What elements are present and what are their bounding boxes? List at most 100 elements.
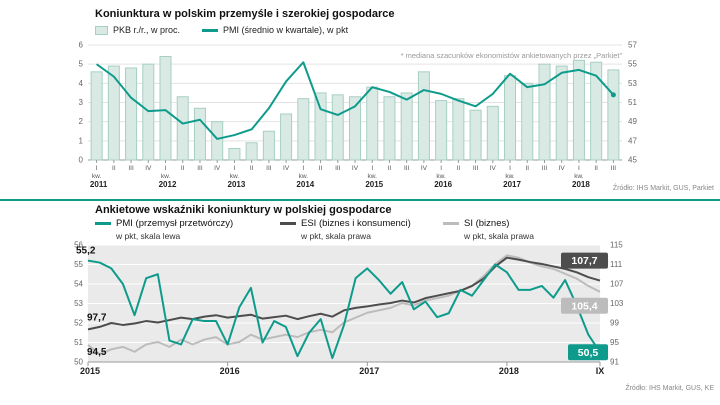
svg-text:I: I — [578, 165, 580, 172]
svg-text:52: 52 — [74, 319, 83, 328]
svg-text:III: III — [197, 165, 203, 172]
svg-text:2: 2 — [79, 117, 84, 126]
svg-text:IV: IV — [559, 165, 566, 172]
si-legend-label: SI (biznes) — [464, 218, 510, 229]
svg-text:III: III — [335, 165, 341, 172]
si-legend-sub: w pkt, skala prawa — [464, 231, 534, 241]
esi-legend-label: ESI (biznes i konsumenci) — [301, 218, 411, 229]
svg-text:6: 6 — [79, 41, 84, 50]
svg-text:55: 55 — [628, 60, 637, 69]
sentiment-indicators-chart-canvas: 50 51 52 53 54 55 56 91 95 99 103 107 111 115 2015 2016… — [74, 241, 624, 377]
si-legend-item: SI (biznes) w pkt, skala prawa — [443, 218, 534, 241]
svg-text:45: 45 — [628, 156, 637, 165]
svg-text:kw.: kw. — [505, 173, 515, 180]
svg-text:III: III — [611, 165, 617, 172]
svg-text:4: 4 — [79, 79, 84, 88]
svg-text:IV: IV — [352, 165, 359, 172]
svg-text:2017: 2017 — [359, 366, 379, 376]
pmi-line-swatch-icon — [202, 28, 219, 32]
svg-text:95: 95 — [610, 338, 619, 347]
svg-text:53: 53 — [74, 299, 83, 308]
bottom-chart-source: Źródło: IHS Markit, GUS, KE — [625, 385, 714, 392]
svg-text:III: III — [404, 165, 410, 172]
svg-text:II: II — [181, 165, 185, 172]
gdp-legend-item: PKB r./r., w proc. — [95, 25, 180, 35]
gdp-legend-label: PKB r./r., w proc. — [113, 25, 181, 35]
si-line-swatch-icon — [443, 222, 459, 225]
svg-text:55,2: 55,2 — [76, 246, 96, 257]
pmi-legend-item: PMI (średnio w kwartale), w pkt — [202, 25, 348, 35]
svg-text:99: 99 — [610, 319, 619, 328]
svg-text:II: II — [525, 165, 529, 172]
svg-text:3: 3 — [79, 98, 84, 107]
svg-text:47: 47 — [628, 136, 637, 145]
svg-text:I: I — [302, 165, 304, 172]
svg-text:56: 56 — [74, 241, 83, 250]
svg-text:2015: 2015 — [365, 180, 383, 189]
svg-text:kw.: kw. — [299, 173, 309, 180]
svg-text:2016: 2016 — [434, 180, 452, 189]
svg-text:57: 57 — [628, 41, 637, 50]
svg-text:94,5: 94,5 — [87, 347, 107, 358]
svg-text:kw.: kw. — [92, 173, 102, 180]
svg-text:50: 50 — [74, 358, 83, 367]
svg-text:II: II — [250, 165, 254, 172]
pmi-bottom-legend-label: PMI (przemysł przetwórczy) — [116, 218, 234, 229]
svg-text:IX: IX — [596, 366, 605, 376]
svg-text:kw.: kw. — [436, 173, 446, 180]
svg-text:2018: 2018 — [499, 366, 519, 376]
svg-text:III: III — [542, 165, 548, 172]
pmi-bottom-legend-item: PMI (przemysł przetwórczy) w pkt, skala … — [95, 218, 233, 241]
svg-text:2014: 2014 — [296, 180, 314, 189]
esi-line-swatch-icon — [280, 222, 296, 225]
svg-text:I: I — [234, 165, 236, 172]
svg-text:I: I — [371, 165, 373, 172]
svg-text:kw.: kw. — [230, 173, 240, 180]
svg-text:105,4: 105,4 — [571, 300, 597, 312]
svg-text:2017: 2017 — [503, 180, 521, 189]
top-chart-legend: PKB r./r., w proc. PMI (średnio w kwarta… — [95, 25, 348, 35]
svg-text:IV: IV — [214, 165, 221, 172]
svg-text:II: II — [388, 165, 392, 172]
svg-text:IV: IV — [145, 165, 152, 172]
svg-text:5: 5 — [79, 60, 84, 69]
svg-text:0: 0 — [79, 156, 84, 165]
svg-text:II: II — [457, 165, 461, 172]
svg-text:53: 53 — [628, 79, 637, 88]
svg-text:107: 107 — [610, 280, 624, 289]
svg-text:IV: IV — [283, 165, 290, 172]
section-divider — [0, 199, 720, 201]
svg-text:115: 115 — [610, 241, 623, 250]
svg-text:1: 1 — [79, 136, 84, 145]
svg-text:II: II — [594, 165, 598, 172]
svg-text:I: I — [440, 165, 442, 172]
gdp-bar-swatch-icon — [95, 25, 108, 35]
svg-text:II: II — [319, 165, 323, 172]
svg-text:103: 103 — [610, 299, 624, 308]
svg-text:2013: 2013 — [228, 180, 246, 189]
svg-text:51: 51 — [74, 338, 83, 347]
svg-text:IV: IV — [421, 165, 428, 172]
pmi-legend-label: PMI (średnio w kwartale), w pkt — [223, 25, 349, 35]
svg-text:111: 111 — [610, 260, 623, 269]
svg-text:50,5: 50,5 — [578, 347, 599, 359]
svg-text:kw.: kw. — [368, 173, 378, 180]
svg-text:2015: 2015 — [80, 366, 100, 376]
svg-text:97,7: 97,7 — [87, 312, 107, 323]
svg-text:49: 49 — [628, 117, 637, 126]
forecast-note: * mediana szacunków ekonomistów ankietow… — [400, 51, 622, 60]
svg-text:II: II — [112, 165, 116, 172]
svg-text:III: III — [266, 165, 272, 172]
pmi-bottom-legend-sub: w pkt, skala lewa — [116, 231, 181, 241]
svg-text:I: I — [165, 165, 167, 172]
svg-text:107,7: 107,7 — [571, 255, 597, 267]
svg-text:51: 51 — [628, 98, 637, 107]
svg-text:54: 54 — [74, 280, 83, 289]
svg-text:55: 55 — [74, 260, 83, 269]
svg-text:III: III — [473, 165, 479, 172]
svg-text:III: III — [128, 165, 134, 172]
svg-text:2012: 2012 — [159, 180, 177, 189]
top-chart-source: Źródło: IHS Markit, GUS, Parkiet — [612, 185, 714, 192]
